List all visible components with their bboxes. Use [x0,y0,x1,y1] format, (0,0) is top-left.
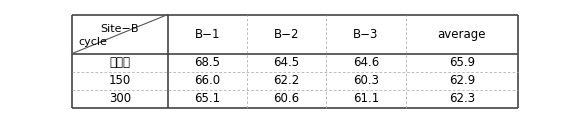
Text: 300: 300 [109,92,131,105]
Text: 64.6: 64.6 [353,56,379,69]
Text: 65.1: 65.1 [194,92,220,105]
Text: 68.5: 68.5 [194,56,220,69]
Text: B−2: B−2 [274,28,300,41]
Text: 62.2: 62.2 [274,74,300,87]
Text: average: average [438,28,486,41]
Text: 61.1: 61.1 [353,92,379,105]
Text: cycle: cycle [79,37,108,47]
Text: 62.9: 62.9 [448,74,475,87]
Text: B−1: B−1 [194,28,220,41]
Text: 초기값: 초기값 [109,56,131,69]
Text: 62.3: 62.3 [448,92,475,105]
Text: 60.6: 60.6 [274,92,300,105]
Text: 64.5: 64.5 [274,56,300,69]
Text: Site−B: Site−B [101,24,139,34]
Text: 60.3: 60.3 [353,74,379,87]
Text: B−3: B−3 [353,28,379,41]
Text: 66.0: 66.0 [194,74,220,87]
Text: 150: 150 [109,74,131,87]
Text: 65.9: 65.9 [448,56,475,69]
